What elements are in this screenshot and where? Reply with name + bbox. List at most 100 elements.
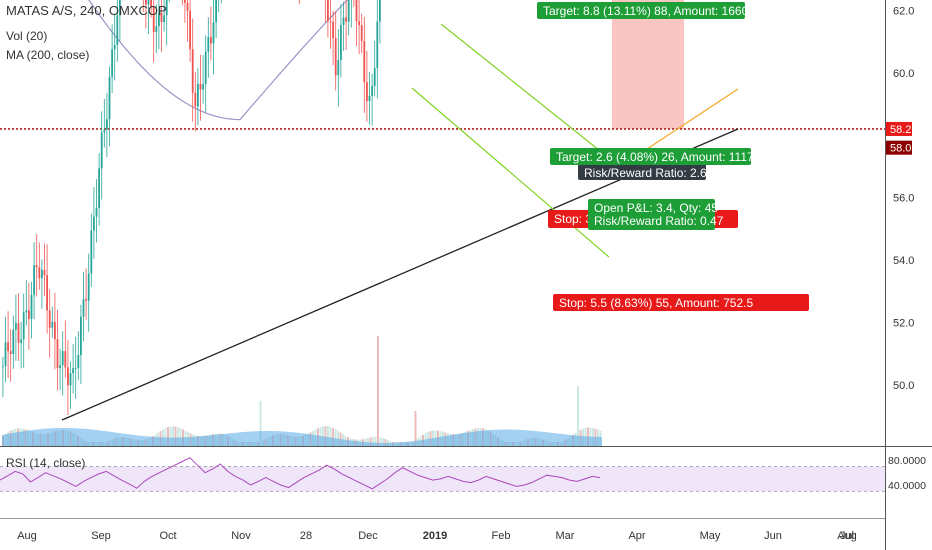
candle bbox=[90, 230, 93, 274]
candle bbox=[64, 351, 67, 368]
volume-ma-area bbox=[2, 427, 602, 446]
candle bbox=[28, 310, 30, 319]
volume-bar bbox=[374, 436, 377, 446]
time-tick-label: Aug bbox=[17, 530, 37, 542]
time-tick-label: Aug bbox=[837, 530, 857, 542]
chart-legend-ma: MA (200, close) bbox=[6, 48, 90, 62]
price-tag-label: 58.0 bbox=[890, 143, 911, 155]
risk-reward-label-2: Risk/Reward Ratio: 2.67 bbox=[578, 164, 714, 180]
volume-bar bbox=[334, 429, 337, 446]
price-tag-label: 58.2 bbox=[890, 124, 911, 136]
candle bbox=[111, 49, 113, 77]
time-tick-label: 28 bbox=[300, 530, 312, 542]
candle bbox=[202, 84, 204, 90]
candle bbox=[334, 38, 337, 76]
candle bbox=[38, 267, 41, 279]
time-tick-label: Jul bbox=[840, 530, 854, 542]
open-pnl-label-text: Risk/Reward Ratio: 0.47 bbox=[594, 214, 724, 228]
candle bbox=[72, 368, 74, 374]
candle bbox=[17, 323, 20, 343]
time-tick-label: Mar bbox=[556, 530, 575, 542]
candle bbox=[113, 44, 116, 50]
candle bbox=[116, 15, 119, 45]
candle bbox=[25, 310, 28, 313]
time-tick-label: Dec bbox=[358, 530, 378, 542]
candle bbox=[189, 10, 191, 50]
candle bbox=[160, 13, 163, 22]
target-label-1-text: Target: 8.8 (13.11%) 88, Amount: 1660 bbox=[543, 4, 749, 18]
channel-lower bbox=[411, 87, 610, 258]
candle bbox=[54, 321, 56, 340]
candle bbox=[379, 0, 381, 22]
candle bbox=[373, 68, 376, 86]
candle bbox=[48, 310, 51, 328]
time-tick-label: Nov bbox=[231, 530, 251, 542]
candle bbox=[2, 366, 4, 368]
volume-bar bbox=[174, 426, 177, 446]
rsi-legend: RSI (14, close) bbox=[6, 456, 86, 470]
candle bbox=[345, 17, 347, 22]
candle bbox=[119, 0, 121, 16]
candle bbox=[363, 41, 366, 83]
candle bbox=[61, 351, 64, 366]
candle bbox=[376, 21, 379, 69]
candle bbox=[371, 85, 373, 96]
ma-200-line bbox=[88, 0, 349, 121]
volume-bar bbox=[177, 427, 179, 446]
candle bbox=[103, 129, 106, 133]
price-tick-label: 62.0 bbox=[893, 5, 914, 17]
volume-bar bbox=[384, 439, 387, 446]
volume-bar bbox=[414, 411, 417, 446]
candle bbox=[199, 83, 202, 90]
price-tick-label: 56.0 bbox=[893, 193, 914, 205]
candle bbox=[150, 0, 152, 7]
volume-bar bbox=[382, 438, 384, 446]
candle bbox=[191, 49, 194, 93]
candle bbox=[9, 351, 12, 354]
time-tick-label: May bbox=[700, 530, 721, 542]
candle bbox=[69, 373, 72, 386]
candle bbox=[15, 323, 17, 330]
candle bbox=[358, 21, 360, 26]
price-tick-label: 52.0 bbox=[893, 317, 914, 329]
target-label-1: Target: 8.8 (13.11%) 88, Amount: 1660 bbox=[537, 2, 749, 19]
volume-bar bbox=[172, 426, 174, 446]
candle bbox=[77, 354, 80, 368]
candle bbox=[82, 299, 85, 317]
candle bbox=[35, 265, 38, 268]
stop-zone bbox=[612, 0, 684, 129]
volume-bar bbox=[167, 427, 169, 446]
candle bbox=[155, 26, 158, 32]
price-tick-label: 60.0 bbox=[893, 68, 914, 80]
candle bbox=[22, 312, 25, 340]
candle bbox=[215, 0, 217, 23]
candle bbox=[212, 22, 215, 44]
candle bbox=[204, 51, 207, 85]
volume-bar bbox=[324, 426, 327, 446]
stop-label-1-text: Stop: 5.5 (8.63%) 55, Amount: 752.5 bbox=[559, 296, 753, 310]
volume-bar bbox=[369, 437, 372, 446]
time-tick-label: Jun bbox=[764, 530, 782, 542]
candle bbox=[147, 0, 150, 5]
target-label-2-text: Target: 2.6 (4.08%) 26, Amount: 1117 bbox=[556, 150, 754, 164]
candle bbox=[33, 265, 35, 295]
volume-bar bbox=[337, 430, 339, 446]
time-tick-label: Apr bbox=[628, 530, 645, 542]
candle bbox=[347, 0, 350, 22]
volume-bar bbox=[379, 437, 382, 446]
open-pnl-label-text: Open P&L: 3.4, Qty: 45 bbox=[594, 201, 718, 215]
volume-bar bbox=[179, 428, 182, 446]
candle bbox=[163, 15, 165, 22]
candle bbox=[59, 365, 61, 369]
volume-bar bbox=[327, 426, 329, 446]
volume-bar bbox=[332, 427, 334, 446]
candle bbox=[360, 25, 363, 42]
volume-bar bbox=[367, 437, 369, 446]
volume-bar bbox=[164, 428, 167, 446]
volume-bar bbox=[259, 401, 262, 446]
candle bbox=[197, 83, 199, 107]
price-tag bbox=[886, 121, 912, 136]
